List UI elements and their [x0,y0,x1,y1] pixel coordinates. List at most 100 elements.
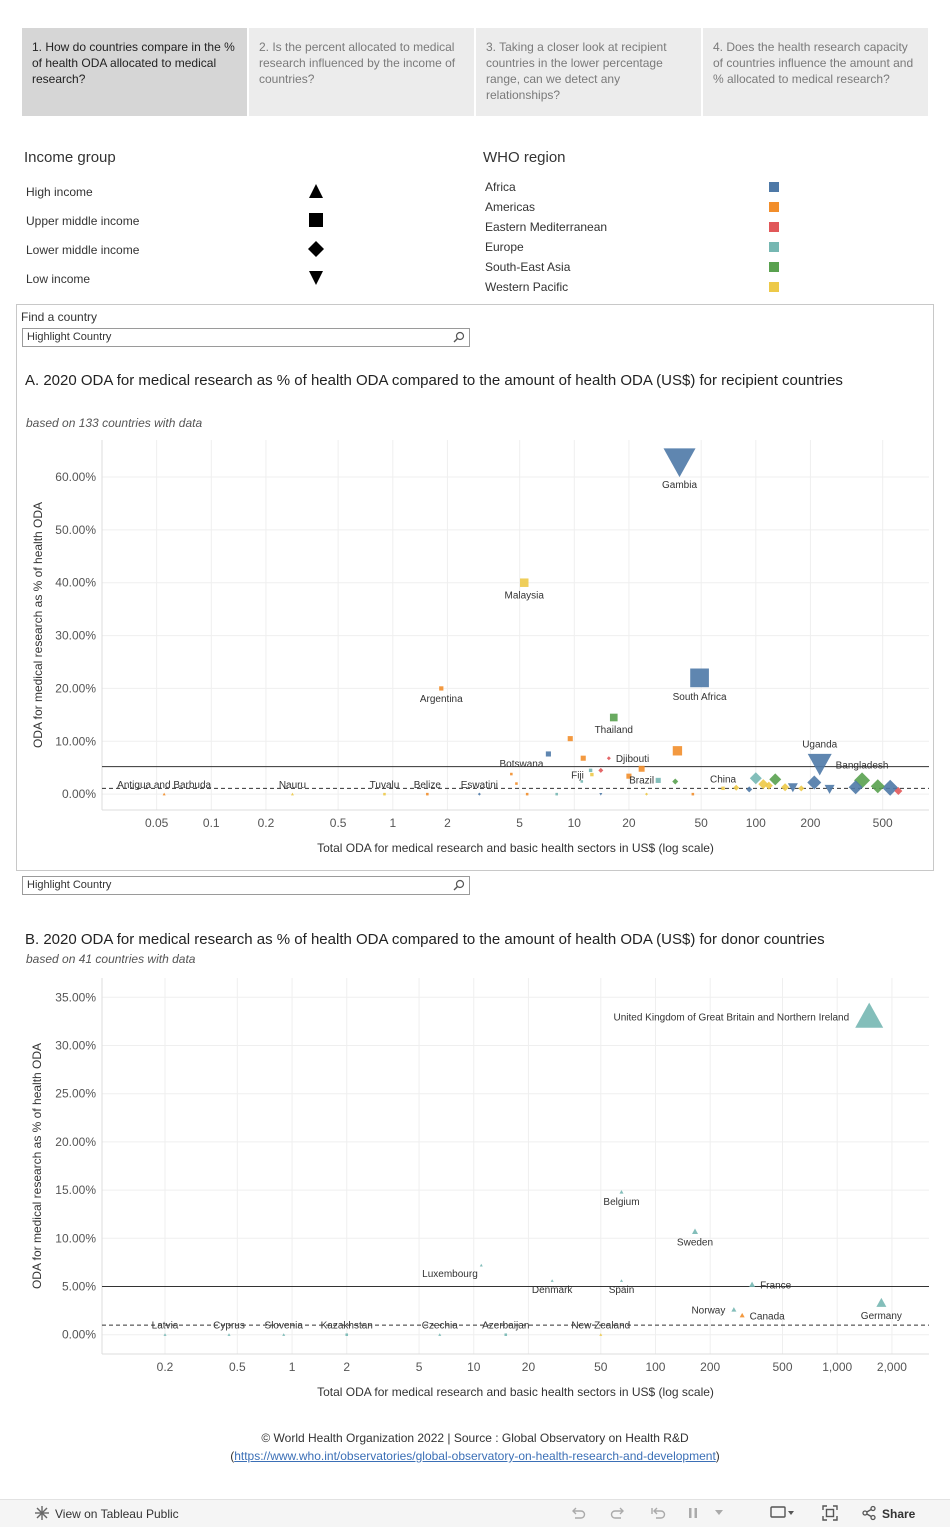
data-point [807,753,832,776]
region-legend-eastern-mediterranean[interactable]: Eastern Mediterranean [485,219,785,237]
data-point [638,765,645,772]
x-tick-label: 50 [694,816,708,830]
highlight-country-search-a[interactable]: Highlight Country [22,328,470,347]
find-country-label: Find a country [21,310,98,324]
y-tick-label: 10.00% [55,1231,96,1245]
point-label: Latvia [152,1321,179,1332]
source-link[interactable]: https://www.who.int/observatories/global… [234,1449,716,1463]
point-label: Nauru [279,780,306,791]
triangle-up-icon [309,184,323,198]
data-point [876,1297,887,1307]
x-tick-label: 200 [700,1360,720,1374]
highlight-country-search-b[interactable]: Highlight Country [22,876,470,895]
data-point [345,1333,349,1336]
x-tick-label: 500 [772,1360,792,1374]
x-tick-label: 10 [467,1360,481,1374]
pause-icon[interactable] [685,1505,701,1524]
data-point [290,792,294,796]
income-legend-lower-middle[interactable]: Lower middle income [26,241,326,261]
point-label: Gambia [662,480,697,491]
data-point [598,767,604,773]
data-point [567,736,573,742]
data-point [731,1307,737,1312]
data-point [733,784,740,791]
x-tick-label: 0.2 [157,1360,174,1374]
region-legend-europe[interactable]: Europe [485,239,785,257]
income-legend-low[interactable]: Low income [26,270,326,290]
region-legend-label: Europe [485,240,524,254]
view-on-tableau-public-link[interactable]: View on Tableau Public [55,1507,179,1521]
x-axis-title: Total ODA for medical research and basic… [317,841,714,855]
chart-a-plot: 0.05 0.1 0.2 0.5 1 2 5 10 20 50 100 200 500 0.00% 10.0… [31,440,929,855]
x-tick-label: 1,000 [822,1360,852,1374]
income-legend-label: High income [26,185,93,199]
chart-b-title: B. 2020 ODA for medical research as % of… [25,931,825,948]
y-axis-title: ODA for medical research as % of health … [30,1043,44,1289]
region-legend-label: Eastern Mediterranean [485,220,608,234]
share-button[interactable]: Share [882,1507,916,1521]
data-point [590,772,594,777]
chart-b-plot: 0.2 0.5 1 2 5 10 20 50 100 200 500 1,000 2,000 0.00% 5… [30,978,929,1399]
point-label: Antigua and Barbuda [117,780,211,791]
data-point [894,786,903,795]
x-tick-label: 5 [416,1360,423,1374]
data-point [769,773,782,786]
point-label: United Kingdom of Great Britain and Nort… [614,1013,850,1024]
search-icon [453,331,465,343]
y-tick-label: 15.00% [55,1183,96,1197]
chart-b-subtitle: based on 41 countries with data [26,952,196,966]
point-label: Norway [691,1306,725,1317]
comment-icon[interactable] [770,1505,794,1524]
y-tick-label: 25.00% [55,1087,96,1101]
region-legend-western-pacific[interactable]: Western Pacific [485,279,785,297]
data-point [477,792,481,796]
income-legend-title: Income group [24,149,116,166]
data-point [580,780,584,783]
x-tick-label: 0.5 [229,1360,246,1374]
undo-icon[interactable] [570,1505,586,1524]
data-point [691,792,695,796]
point-label: Tuvalu [370,780,400,791]
share-icon[interactable] [861,1505,877,1524]
data-point [746,786,753,793]
region-legend-south-east-asia[interactable]: South-East Asia [485,259,785,277]
point-label: Slovenia [265,1321,304,1332]
data-point [510,772,513,776]
income-legend-upper-middle[interactable]: Upper middle income [26,212,326,232]
y-tick-label: 0.00% [62,787,96,801]
tab-question-2[interactable]: 2. Is the percent allocated to medical r… [249,28,474,116]
region-legend-label: South-East Asia [485,260,571,274]
x-tick-label: 20 [622,816,636,830]
region-swatch [769,182,779,192]
data-point [721,786,725,791]
region-legend-americas[interactable]: Americas [485,199,785,217]
point-label: Germany [861,1311,902,1322]
footer-link-line: (https://www.who.int/observatories/globa… [0,1447,950,1465]
region-legend-africa[interactable]: Africa [485,179,785,197]
tab-question-1[interactable]: 1. How do countries compare in the % of … [22,28,247,116]
data-point [672,778,679,785]
tab-question-3[interactable]: 3. Taking a closer look at recipient cou… [476,28,701,116]
region-swatch [769,282,779,292]
y-tick-label: 5.00% [62,1280,96,1294]
data-point [749,1281,756,1287]
tab-question-4[interactable]: 4. Does the health research capacity of … [703,28,928,116]
redo-icon[interactable] [610,1505,626,1524]
y-tick-label: 10.00% [55,734,96,748]
revert-icon[interactable] [650,1505,666,1524]
income-legend-high[interactable]: High income [26,183,326,203]
x-tick-label: 2 [343,1360,350,1374]
data-point [580,755,586,761]
data-point [645,792,649,796]
tableau-toolbar: View on Tableau Public Share [0,1499,950,1527]
point-label: Malaysia [505,591,545,602]
x-tick-label: 5 [516,816,523,830]
chevron-down-icon[interactable] [713,1506,725,1521]
triangle-down-icon [309,271,323,285]
x-tick-label: 0.2 [258,816,275,830]
chart-a-panel [16,304,934,871]
fullscreen-icon[interactable] [822,1505,838,1524]
point-label: Bangladesh [836,760,889,771]
data-point [163,1333,167,1336]
point-label: New Zealand [571,1321,630,1332]
